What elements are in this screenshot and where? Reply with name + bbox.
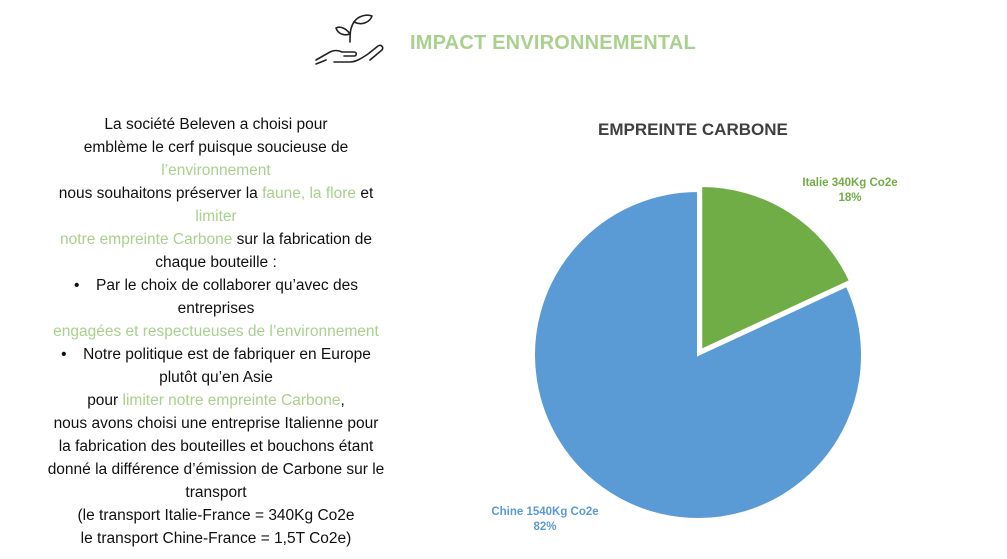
data-label-chine: Chine 1540Kg Co2e 82% xyxy=(491,506,599,533)
text-line: engagées et respectueuses de l’environne… xyxy=(53,323,379,340)
bullet-item: • Par le choix de collaborer qu’avec des xyxy=(20,274,412,297)
bullet-item: • Notre politique est de fabriquer en Eur… xyxy=(20,343,412,366)
text-line: le transport Chine-France = 1,5T Co2e) xyxy=(80,530,352,547)
text-line: nous avons choisi une entreprise Italien… xyxy=(53,415,379,432)
text-line: transport xyxy=(185,484,247,501)
text-line: pour limiter notre empreinte Carbone, xyxy=(87,392,345,409)
text-line: donné la différence d’émission de Carbon… xyxy=(47,461,385,478)
chart-title: EMPREINTE CARBONE xyxy=(598,120,788,139)
pie-chart xyxy=(533,184,863,520)
text-line: limiter xyxy=(195,208,237,225)
description-text: La société Beleven a choisi pour emblème… xyxy=(20,113,412,550)
text-line: nous souhaitons préserver la faune, la f… xyxy=(58,185,374,202)
text-line: La société Beleven a choisi pour xyxy=(104,116,328,133)
text-line: (le transport Italie-France = 340Kg Co2e xyxy=(77,507,355,524)
bullet-icon: • xyxy=(74,277,80,294)
text-line: l’environnement xyxy=(161,162,271,179)
text-line: plutôt qu’en Asie xyxy=(159,369,273,386)
pie-slice-chine xyxy=(533,189,863,520)
text-line: la fabrication des bouteilles et bouchon… xyxy=(58,438,374,455)
plant-in-hand-icon xyxy=(315,14,384,65)
bullet-icon: • xyxy=(61,346,67,363)
text-line: notre empreinte Carbone sur la fabricati… xyxy=(60,231,372,248)
pie-slice-italie xyxy=(700,184,852,352)
data-label-italie: Italie 340Kg Co2e 18% xyxy=(802,177,898,204)
text-line: chaque bouteille : xyxy=(155,254,277,271)
page-title: IMPACT ENVIRONNEMENTAL xyxy=(410,32,696,54)
text-line: emblème le cerf puisque soucieuse de xyxy=(83,139,349,156)
text-line: entreprises xyxy=(177,300,255,317)
